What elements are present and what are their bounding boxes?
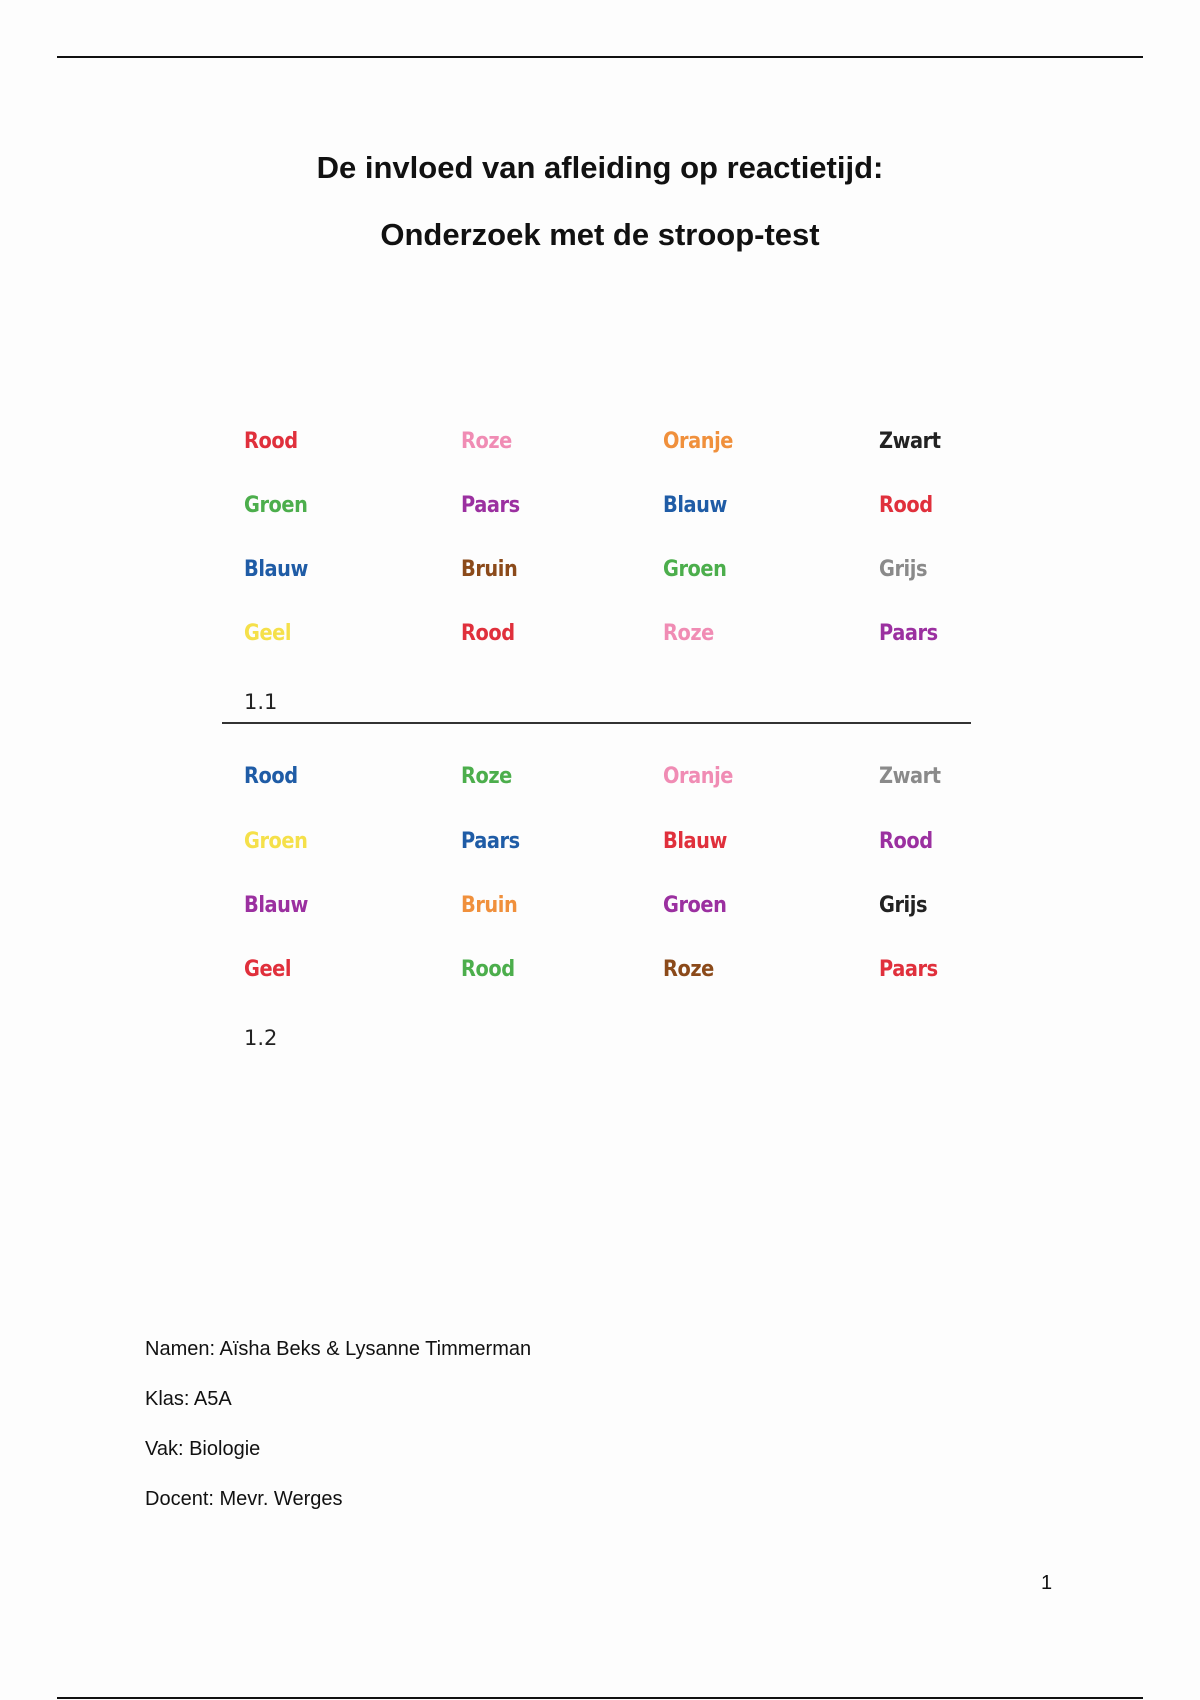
subject-line: Vak: Biologie: [145, 1438, 261, 1460]
stroop-word: Geel: [244, 621, 292, 646]
stroop-word: Groen: [663, 893, 727, 918]
stroop-word: Blauw: [244, 557, 308, 582]
stroop-word: Paars: [879, 957, 938, 982]
stroop-word: Bruin: [461, 557, 518, 582]
stroop-word: Rood: [879, 493, 933, 518]
stroop-word: Blauw: [244, 893, 308, 918]
stroop-word: Roze: [461, 764, 512, 789]
teacher-line: Docent: Mevr. Werges: [145, 1488, 343, 1510]
stroop-word: Zwart: [879, 764, 941, 789]
stroop-word: Paars: [461, 493, 520, 518]
stroop-word: Rood: [244, 429, 298, 454]
title-line-1: De invloed van afleiding op reactietijd:: [316, 150, 884, 185]
stroop-word: Oranje: [663, 429, 733, 454]
stroop-word: Rood: [244, 764, 298, 789]
stroop-word: Groen: [244, 493, 308, 518]
grid-label-1-1: 1.1: [244, 690, 278, 714]
title-line-2: Onderzoek met de stroop-test: [380, 217, 820, 252]
stroop-word: Grijs: [879, 893, 928, 918]
stroop-word: Oranje: [663, 764, 733, 789]
stroop-word: Roze: [663, 621, 714, 646]
stroop-word: Rood: [461, 621, 515, 646]
stroop-word: Rood: [461, 957, 515, 982]
stroop-word: Rood: [879, 829, 933, 854]
names-line: Namen: Aïsha Beks & Lysanne Timmerman: [145, 1338, 532, 1360]
page-number: 1: [1041, 1572, 1053, 1594]
stroop-word: Blauw: [663, 493, 727, 518]
bottom-rule: [57, 1697, 1143, 1699]
stroop-word: Bruin: [461, 893, 518, 918]
stroop-word: Roze: [461, 429, 512, 454]
stroop-word: Blauw: [663, 829, 727, 854]
stroop-word: Geel: [244, 957, 292, 982]
top-rule: [57, 56, 1143, 58]
stroop-word: Groen: [663, 557, 727, 582]
stroop-word: Paars: [879, 621, 938, 646]
grid-separator: [222, 722, 971, 724]
stroop-word: Paars: [461, 829, 520, 854]
stroop-word: Groen: [244, 829, 308, 854]
class-line: Klas: A5A: [145, 1388, 232, 1410]
stroop-word: Grijs: [879, 557, 928, 582]
stroop-word: Roze: [663, 957, 714, 982]
stroop-word: Zwart: [879, 429, 941, 454]
grid-label-1-2: 1.2: [244, 1026, 278, 1050]
